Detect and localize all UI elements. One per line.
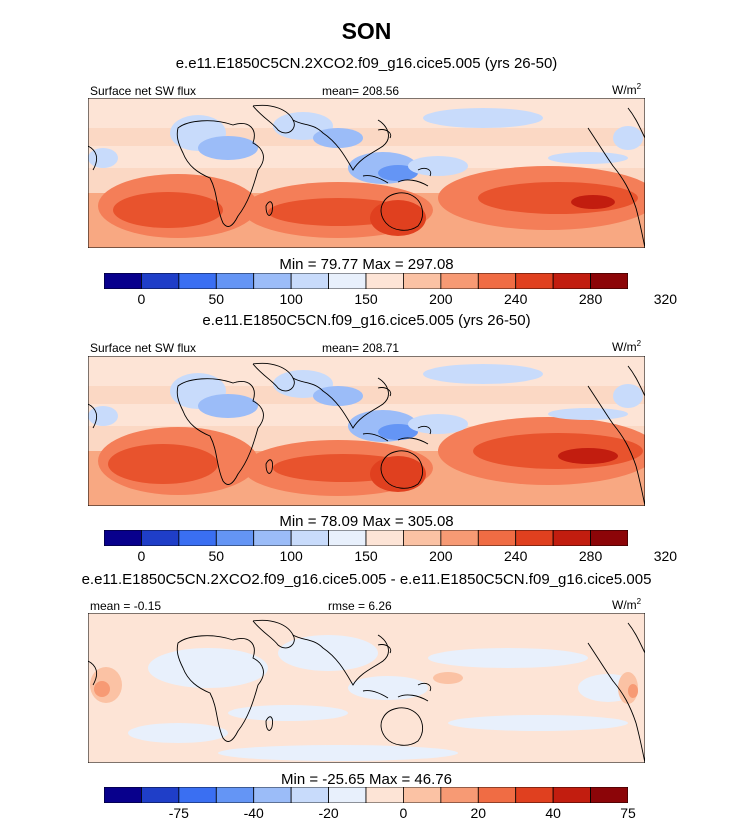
panel-2-min-max: Min = 78.09 Max = 305.08 — [279, 513, 454, 530]
colorbar-tick-label: 240 — [504, 291, 528, 307]
panel-3-units: W/m2 — [612, 597, 642, 612]
colorbar-box — [104, 787, 142, 803]
panel-3-map — [88, 613, 645, 763]
colorbar-box — [590, 787, 628, 803]
colorbar-tick-label: -20 — [318, 805, 339, 821]
colorbar-tick-label: 280 — [578, 548, 603, 564]
colorbar-tick-label: -75 — [168, 805, 189, 821]
colorbar-tick-label: 0 — [399, 805, 408, 821]
colorbar-box — [290, 530, 329, 546]
colorbar-box — [253, 530, 292, 546]
colorbar-box — [253, 273, 292, 289]
panel-1-mean-label: mean= 208.56 — [322, 84, 400, 98]
colorbar-box — [328, 530, 367, 546]
colorbar-box — [440, 530, 479, 546]
colorbar-tick-label: 320 — [653, 291, 678, 307]
colorbar-box — [104, 273, 142, 289]
panel-2-map — [88, 356, 645, 506]
colorbar-tick-label: 50 — [208, 291, 225, 307]
panel-1-variable-label: Surface net SW flux — [90, 84, 197, 98]
colorbar-box — [215, 530, 255, 546]
panel-1-units: W/m2 — [612, 82, 642, 97]
colorbar-tick-label: -40 — [243, 805, 264, 821]
colorbar-box — [515, 787, 554, 803]
colorbar-tick-label: 0 — [137, 548, 146, 564]
colorbar-box — [215, 787, 255, 803]
colorbar-box — [365, 787, 404, 803]
colorbar-box — [178, 273, 217, 289]
colorbar-box — [141, 273, 180, 289]
colorbar-box — [590, 273, 628, 289]
panel-2-variable-label: Surface net SW flux — [90, 341, 197, 355]
colorbar-box — [440, 787, 479, 803]
colorbar-tick-label: 0 — [137, 291, 146, 307]
colorbar-tick-label: 150 — [354, 548, 378, 564]
colorbar-box — [552, 273, 591, 289]
colorbar-tick-label: 75 — [620, 805, 636, 821]
colorbar-box — [141, 787, 180, 803]
colorbar-box — [515, 530, 554, 546]
colorbar-tick-label: 50 — [208, 548, 225, 564]
colorbar-box — [590, 530, 628, 546]
colorbar-tick-label: 320 — [653, 548, 678, 564]
colorbar-box — [178, 787, 217, 803]
colorbar-tick-label: 200 — [429, 291, 453, 307]
panel-1-case-title: e.e11.E1850C5CN.2XCO2.f09_g16.cice5.005 … — [175, 55, 558, 72]
colorbar-tick-label: 40 — [545, 805, 561, 821]
colorbar-box — [215, 273, 255, 289]
panel-2-mean-label: mean= 208.71 — [322, 341, 400, 355]
panel-1-colorbar — [104, 273, 628, 289]
colorbar-box — [365, 530, 404, 546]
panel-3-case-title: e.e11.E1850C5CN.2XCO2.f09_g16.cice5.005 … — [81, 571, 652, 588]
colorbar-box — [477, 530, 517, 546]
panel-3-rmse-label: rmse = 6.26 — [328, 599, 392, 613]
colorbar-box — [104, 530, 142, 546]
panel-2-units: W/m2 — [612, 339, 642, 354]
colorbar-box — [365, 273, 404, 289]
colorbar-box — [141, 530, 180, 546]
colorbar-box — [403, 530, 442, 546]
colorbar-tick-label: 240 — [504, 548, 528, 564]
panel-3-mean-label: mean = -0.15 — [90, 599, 162, 613]
colorbar-box — [253, 787, 292, 803]
colorbar-box — [515, 273, 554, 289]
colorbar-box — [403, 787, 442, 803]
colorbar-box — [477, 787, 517, 803]
panel-2-case-title: e.e11.E1850C5CN.f09_g16.cice5.005 (yrs 2… — [202, 312, 531, 329]
colorbar-box — [403, 273, 442, 289]
colorbar-tick-label: 150 — [354, 291, 378, 307]
colorbar-box — [440, 273, 479, 289]
colorbar-box — [552, 530, 591, 546]
colorbar-box — [328, 273, 367, 289]
colorbar-box — [290, 273, 329, 289]
colorbar-box — [290, 787, 329, 803]
panel-2-colorbar — [104, 530, 628, 546]
season-title: SON — [341, 18, 392, 44]
colorbar-box — [477, 273, 517, 289]
colorbar-tick-label: 100 — [279, 548, 303, 564]
colorbar-box — [552, 787, 591, 803]
colorbar-tick-label: 200 — [429, 548, 453, 564]
panel-3-colorbar — [104, 787, 628, 803]
panel-1-map — [88, 98, 645, 248]
colorbar-tick-label: 20 — [470, 805, 487, 821]
colorbar-tick-label: 280 — [578, 291, 603, 307]
panel-3-min-max: Min = -25.65 Max = 46.76 — [281, 771, 452, 788]
colorbar-box — [328, 787, 367, 803]
panel-1-min-max: Min = 79.77 Max = 297.08 — [279, 256, 454, 273]
colorbar-tick-label: 100 — [279, 291, 303, 307]
colorbar-box — [178, 530, 217, 546]
